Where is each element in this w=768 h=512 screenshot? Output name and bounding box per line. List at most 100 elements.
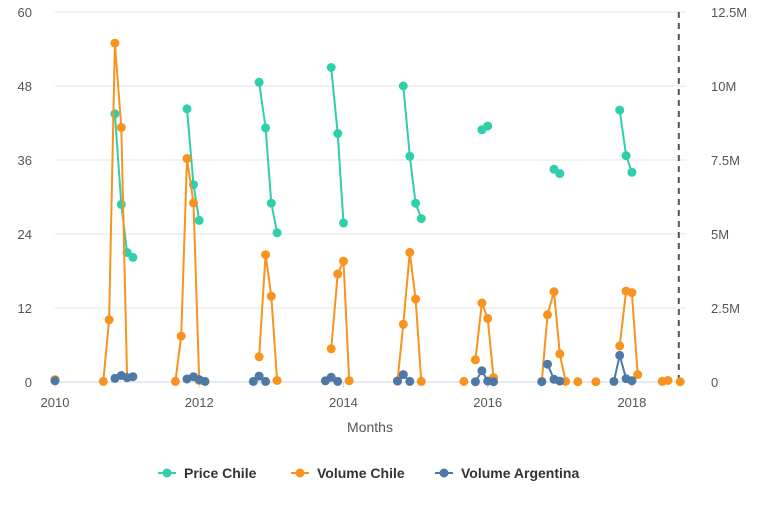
- x-tick-label: 2016: [473, 395, 502, 410]
- data-point[interactable]: [189, 198, 198, 208]
- data-point[interactable]: [477, 366, 487, 376]
- data-point[interactable]: [555, 169, 565, 179]
- data-point[interactable]: [470, 377, 480, 387]
- data-point[interactable]: [333, 269, 343, 279]
- right-y-tick-label: 0: [711, 375, 718, 390]
- data-point[interactable]: [398, 370, 408, 380]
- data-point[interactable]: [591, 377, 601, 387]
- data-point[interactable]: [633, 370, 643, 380]
- data-point[interactable]: [326, 372, 336, 382]
- data-point[interactable]: [170, 376, 180, 386]
- data-point[interactable]: [182, 104, 192, 114]
- right-y-tick-label: 12.5M: [711, 5, 747, 20]
- data-point[interactable]: [543, 359, 552, 369]
- left-y-tick-label: 36: [18, 153, 32, 168]
- data-point[interactable]: [248, 376, 258, 386]
- data-point[interactable]: [254, 352, 264, 362]
- series-line: [618, 109, 633, 173]
- data-point[interactable]: [416, 376, 426, 386]
- series-line: [258, 253, 279, 381]
- data-point[interactable]: [254, 371, 264, 381]
- left-y-tick-label: 24: [18, 227, 32, 242]
- data-point[interactable]: [344, 376, 354, 386]
- data-point[interactable]: [405, 247, 415, 257]
- data-point[interactable]: [261, 376, 271, 386]
- data-point[interactable]: [128, 252, 138, 262]
- data-point[interactable]: [477, 298, 487, 308]
- data-point[interactable]: [411, 198, 421, 208]
- data-point[interactable]: [543, 310, 552, 320]
- data-point[interactable]: [537, 377, 547, 387]
- data-point[interactable]: [398, 319, 408, 329]
- data-point[interactable]: [98, 376, 108, 386]
- left-y-axis-ticks: 0 12 24 36 48 60: [18, 5, 32, 390]
- legend[interactable]: Price Chile Volume Chile Volume Argentina: [158, 465, 579, 481]
- data-point[interactable]: [176, 331, 186, 341]
- data-point[interactable]: [615, 105, 625, 115]
- x-tick-label: 2014: [329, 395, 358, 410]
- data-point[interactable]: [128, 372, 138, 382]
- right-y-tick-label: 2.5M: [711, 301, 740, 316]
- data-point[interactable]: [470, 355, 480, 365]
- data-point[interactable]: [405, 151, 415, 161]
- data-point[interactable]: [555, 349, 565, 359]
- series-line: [474, 302, 495, 378]
- right-y-tick-label: 7.5M: [711, 153, 740, 168]
- grid-lines: [55, 11, 686, 383]
- data-point[interactable]: [110, 38, 120, 48]
- legend-item[interactable]: Price Chile: [158, 465, 257, 481]
- data-point[interactable]: [609, 376, 619, 386]
- data-point[interactable]: [483, 313, 493, 323]
- data-point[interactable]: [411, 294, 421, 304]
- data-point[interactable]: [326, 344, 336, 354]
- data-point[interactable]: [261, 250, 271, 260]
- data-point[interactable]: [194, 215, 204, 225]
- legend-item[interactable]: Volume Chile: [291, 465, 405, 481]
- data-point[interactable]: [110, 109, 120, 119]
- data-point[interactable]: [459, 376, 469, 386]
- data-point[interactable]: [573, 377, 583, 387]
- data-point[interactable]: [116, 199, 126, 209]
- right-y-axis-ticks: 0 2.5M 5M 7.5M 10M 12.5M: [711, 5, 747, 390]
- data-point[interactable]: [261, 123, 271, 133]
- data-point[interactable]: [675, 377, 685, 387]
- data-point[interactable]: [333, 376, 343, 386]
- data-point[interactable]: [483, 121, 493, 131]
- data-point[interactable]: [266, 291, 276, 301]
- data-point[interactable]: [416, 214, 426, 224]
- data-point[interactable]: [615, 341, 625, 351]
- data-point[interactable]: [254, 77, 264, 87]
- data-point[interactable]: [549, 287, 559, 297]
- data-point[interactable]: [272, 228, 282, 238]
- data-point[interactable]: [627, 376, 637, 386]
- x-axis-ticks: 2010 2012 2014 2016 2018: [41, 381, 686, 410]
- data-point[interactable]: [333, 129, 343, 138]
- data-point[interactable]: [615, 350, 625, 360]
- data-point[interactable]: [339, 256, 348, 266]
- data-point[interactable]: [555, 376, 565, 386]
- data-point[interactable]: [393, 376, 402, 386]
- data-point[interactable]: [663, 376, 673, 385]
- data-point[interactable]: [200, 376, 210, 386]
- data-point[interactable]: [405, 376, 415, 386]
- data-point[interactable]: [272, 376, 282, 385]
- data-point[interactable]: [627, 167, 637, 177]
- data-point[interactable]: [116, 122, 126, 132]
- legend-label: Volume Argentina: [461, 465, 579, 481]
- data-point[interactable]: [621, 151, 631, 161]
- series-line: [330, 260, 351, 381]
- data-point[interactable]: [627, 288, 637, 298]
- series-volume-argentina: [50, 350, 637, 387]
- data-point[interactable]: [50, 376, 60, 386]
- data-point[interactable]: [266, 198, 276, 208]
- right-y-tick-label: 10M: [711, 79, 736, 94]
- x-tick-label: 2018: [617, 395, 646, 410]
- data-point[interactable]: [339, 218, 348, 228]
- data-point[interactable]: [398, 81, 408, 91]
- data-point[interactable]: [182, 154, 192, 163]
- data-point[interactable]: [326, 63, 336, 72]
- data-point[interactable]: [104, 315, 114, 325]
- data-point[interactable]: [489, 377, 498, 387]
- legend-item[interactable]: Volume Argentina: [435, 465, 579, 481]
